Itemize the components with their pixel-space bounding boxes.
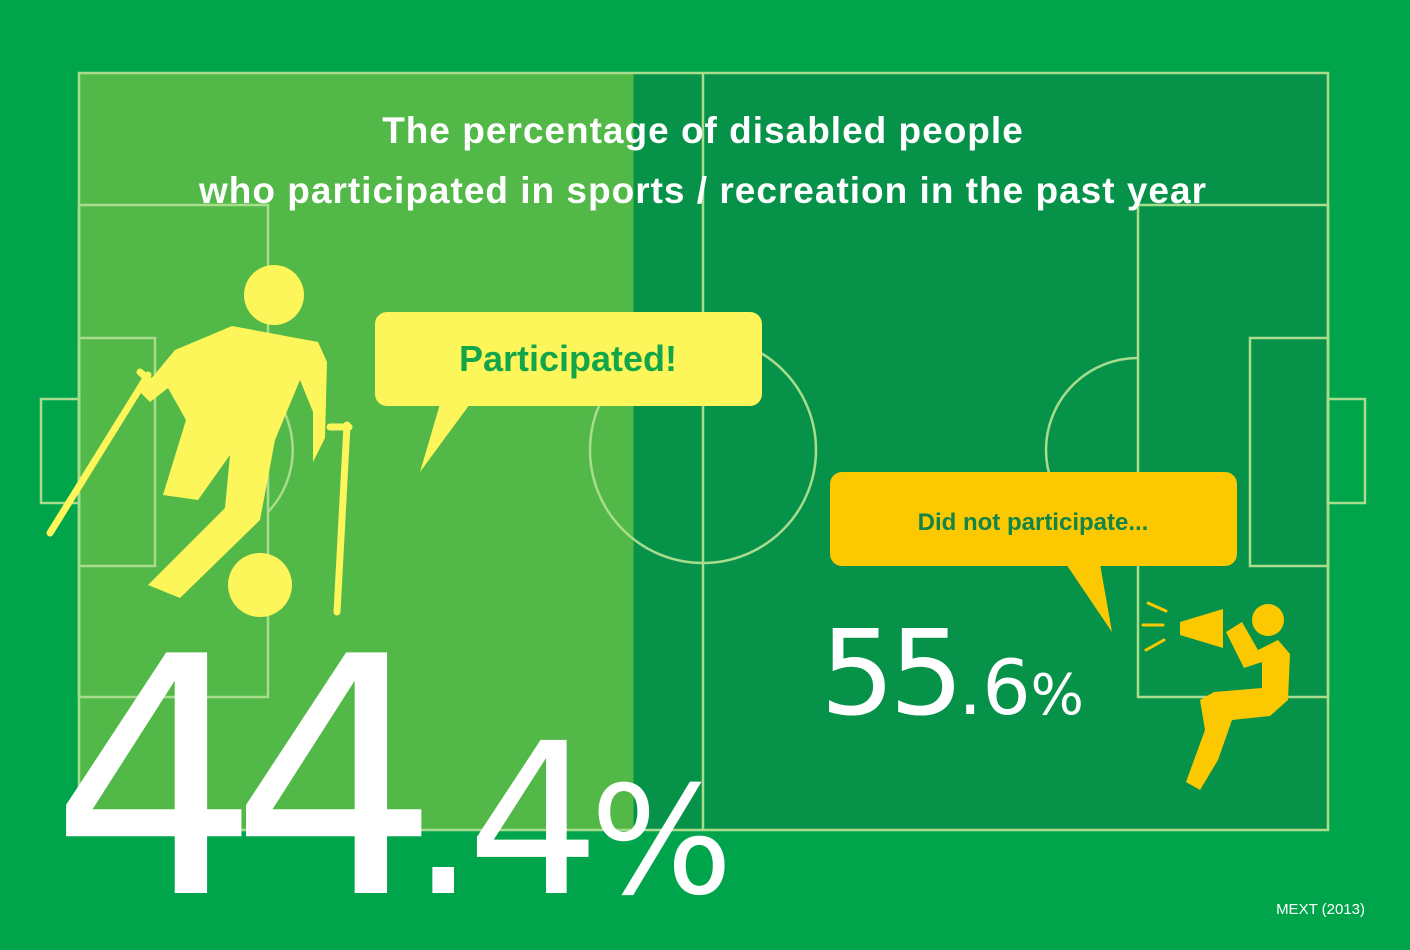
title-line-2: who participated in sports / recreation …	[198, 170, 1207, 211]
participated-value-pct: %	[590, 755, 733, 929]
not-participated-value-pct: %	[1031, 663, 1084, 728]
participated-value-int: 44	[50, 587, 426, 950]
megaphone-sound-icon	[1141, 601, 1168, 652]
left-goal	[39, 397, 81, 505]
right-goal	[1326, 397, 1367, 505]
participated-value: 44.4%	[50, 587, 733, 950]
not-participated-value-int: 55	[820, 604, 958, 742]
participated-label: Participated!	[459, 338, 677, 379]
participated-value-dec: .4	[410, 698, 590, 943]
source-label: MEXT (2013)	[1276, 901, 1365, 918]
pitch-lines	[39, 71, 1367, 832]
not-participated-value-dec: .6	[958, 643, 1031, 732]
megaphone-supporter-icon	[1180, 604, 1290, 790]
para-football-player-icon	[140, 265, 327, 617]
not-participated-label: Did not participate...	[918, 509, 1149, 536]
title-line-1: The percentage of disabled people	[382, 110, 1024, 151]
bar-participated	[79, 73, 634, 830]
not-participated-bubble: Did not participate...	[830, 472, 1237, 632]
not-participated-value: 55.6%	[820, 604, 1084, 742]
participated-bubble: Participated!	[375, 312, 762, 472]
crutch-icon	[46, 368, 353, 616]
